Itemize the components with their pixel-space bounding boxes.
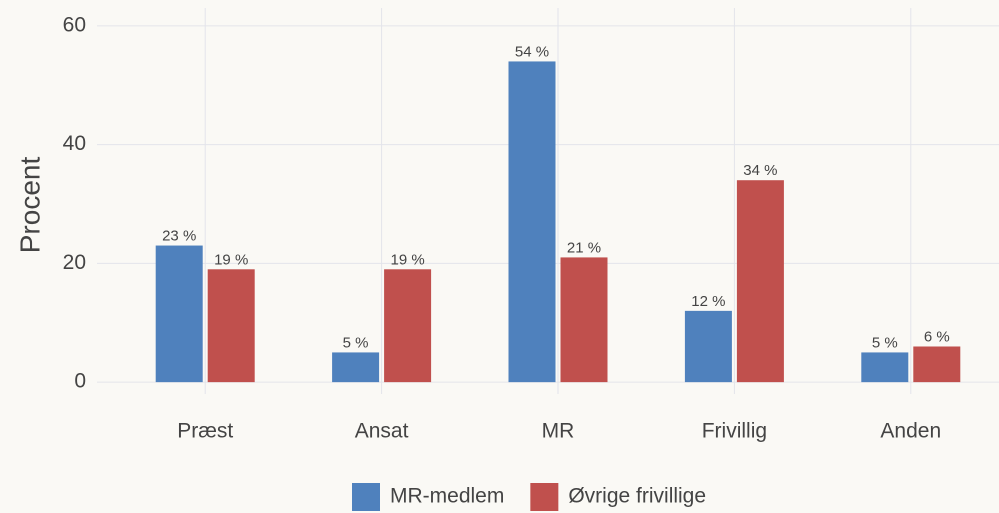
bar xyxy=(736,180,784,383)
legend-swatch xyxy=(352,483,380,511)
bar xyxy=(384,269,432,383)
x-tick-label: MR xyxy=(542,420,575,443)
bar xyxy=(508,61,556,383)
legend-swatch xyxy=(530,483,559,511)
y-tick-label: 20 xyxy=(63,251,86,274)
y-tick-label: 0 xyxy=(74,370,86,393)
bar xyxy=(560,257,608,383)
legend-label: MR-medlem xyxy=(390,485,504,508)
bar xyxy=(913,346,961,383)
value-label: 12 % xyxy=(691,293,725,310)
bar xyxy=(332,352,380,383)
value-label: 21 % xyxy=(567,239,601,256)
y-axis-title: Procent xyxy=(14,157,45,254)
x-tick-label: Præst xyxy=(177,420,233,443)
value-label: 19 % xyxy=(390,251,424,268)
x-tick-label: Frivillig xyxy=(702,420,767,443)
legend-label: Øvrige frivillige xyxy=(568,485,706,508)
y-tick-label: 40 xyxy=(63,132,86,155)
bar xyxy=(155,245,203,383)
value-label: 34 % xyxy=(743,162,777,179)
value-label: 19 % xyxy=(214,251,248,268)
bar xyxy=(861,352,909,383)
bar xyxy=(684,310,732,383)
y-tick-label: 60 xyxy=(63,13,86,36)
value-label: 5 % xyxy=(343,334,369,351)
x-tick-label: Ansat xyxy=(355,420,409,443)
bar xyxy=(207,269,255,383)
value-label: 23 % xyxy=(162,228,196,245)
value-label: 5 % xyxy=(872,334,898,351)
value-label: 6 % xyxy=(924,328,950,345)
value-label: 54 % xyxy=(515,43,549,60)
x-tick-label: Anden xyxy=(880,420,941,443)
